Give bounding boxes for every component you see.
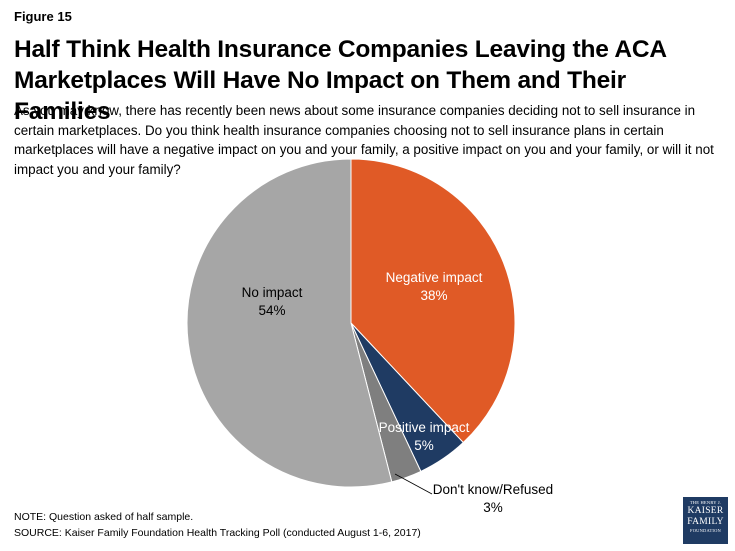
slice-label-negative-impact: Negative impact	[386, 270, 483, 285]
pie-slice-negative-impact	[350, 158, 516, 444]
slice-value-negative-impact: 38%	[420, 288, 447, 303]
figure-label: Figure 15	[14, 9, 72, 24]
slice-value-don-t-know-refused: 3%	[483, 500, 503, 515]
chart-title: Half Think Health Insurance Companies Le…	[14, 36, 666, 125]
pie-slices	[186, 158, 516, 488]
slice-label-don-t-know-refused: Don't know/Refused	[433, 482, 553, 497]
note: NOTE: Question asked of half sample.	[14, 511, 194, 523]
logo-line-2: KAISER	[687, 506, 724, 516]
slice-value-no-impact: 54%	[258, 303, 285, 318]
kff-logo: THE HENRY J. KAISER FAMILY FOUNDATION	[683, 497, 728, 544]
slice-label-positive-impact: Positive impact	[379, 420, 470, 435]
pie-labels: Negative impact 38% Positive impact 5% Don't…	[242, 270, 554, 515]
logo-line-1: THE HENRY J.	[689, 500, 722, 505]
logo-line-4: FOUNDATION	[690, 528, 721, 533]
chart-subtitle: As you may know, there has recently been…	[14, 103, 714, 177]
pie-slice-no-impact	[186, 158, 393, 488]
slice-value-positive-impact: 5%	[414, 438, 434, 453]
logo-line-3: FAMILY	[687, 517, 724, 527]
dont-know-leader-line	[394, 473, 433, 495]
slice-label-no-impact: No impact	[242, 285, 303, 300]
source: SOURCE: Kaiser Family Foundation Health …	[14, 527, 421, 539]
